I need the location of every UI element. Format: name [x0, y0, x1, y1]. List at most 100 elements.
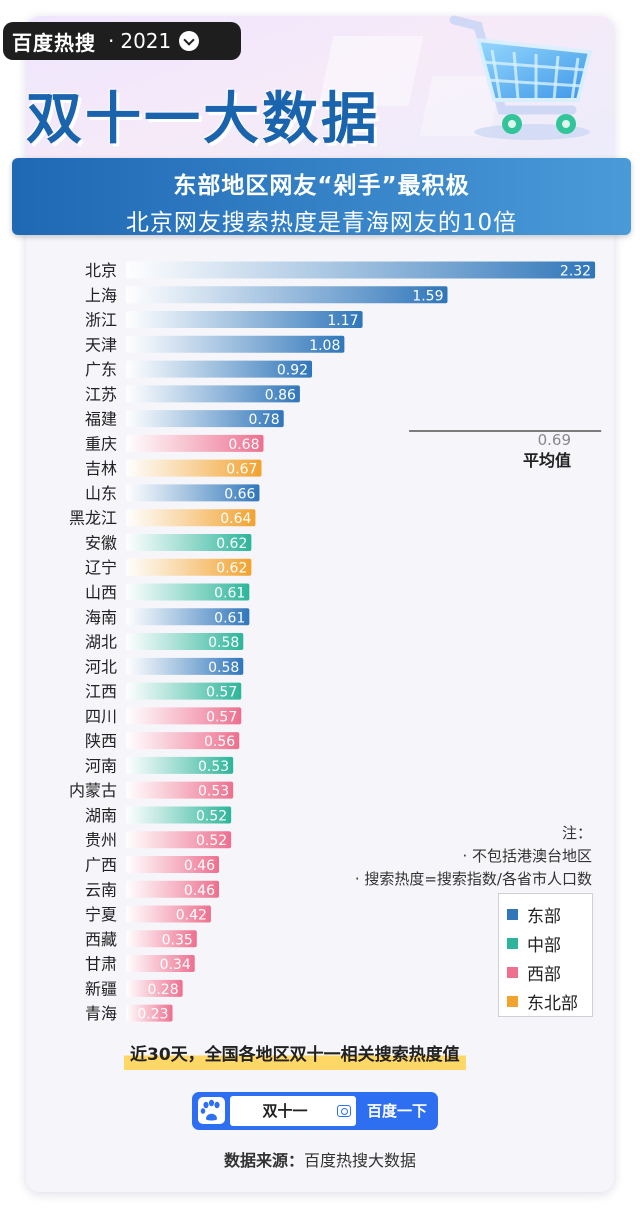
category-label: 广西 [85, 855, 117, 874]
bar [126, 756, 234, 774]
data-label: 0.46 [184, 858, 215, 874]
category-label: 福建 [85, 410, 117, 429]
legend-item-central: 中部 [507, 929, 592, 958]
category-label: 宁夏 [85, 905, 117, 924]
bar [126, 385, 300, 403]
legend-item-northeast: 东北部 [507, 987, 592, 1016]
bar [126, 311, 363, 329]
headline-sub: 北京网友搜索热度是青海网友的10倍 [125, 210, 518, 236]
data-label: 0.64 [220, 511, 251, 527]
category-label: 云南 [85, 880, 117, 899]
note-line: · 搜索热度=搜索指数/各省市人口数 [354, 870, 592, 888]
category-label: 辽宁 [85, 558, 117, 577]
data-label: 0.58 [208, 660, 239, 676]
bar [126, 459, 262, 477]
category-label: 河南 [85, 756, 117, 775]
headline-main: 东部地区网友“剁手”最积极 [173, 173, 470, 199]
data-label: 0.53 [198, 759, 229, 775]
data-label: 0.46 [184, 883, 215, 899]
category-label: 山东 [85, 484, 117, 503]
data-label: 0.53 [198, 784, 229, 800]
data-label: 1.08 [309, 338, 340, 354]
category-label: 重庆 [85, 434, 117, 453]
average-value: 0.69 [538, 431, 571, 449]
data-label: 0.66 [224, 486, 255, 502]
legend-item-east: 东部 [507, 900, 592, 929]
data-source: 数据来源：百度热搜大数据 [0, 1147, 640, 1171]
chevron-down-icon [179, 31, 200, 51]
shopping-cart-icon [449, 15, 593, 140]
baidu-paw-icon [198, 1097, 225, 1124]
category-label: 贵州 [85, 831, 117, 850]
legend-label: 东北部 [527, 994, 578, 1014]
bar [126, 509, 256, 527]
search-button[interactable]: 百度一下 [366, 1102, 427, 1120]
data-label: 0.57 [206, 709, 237, 725]
data-label: 0.57 [206, 685, 237, 701]
category-label: 青海 [85, 1004, 117, 1023]
category-label: 甘肃 [85, 955, 117, 974]
category-label: 湖南 [85, 806, 117, 825]
brand-badge: 百度热搜 · 2021 [3, 22, 241, 60]
page-title: 双十一大数据 [26, 87, 380, 152]
bar [126, 806, 232, 824]
year-label: 2021 [120, 29, 172, 53]
data-label: 0.34 [160, 957, 191, 973]
category-label: 四川 [85, 707, 117, 726]
category-label: 陕西 [85, 732, 117, 751]
note-title: 注： [561, 824, 592, 842]
data-label: 0.62 [216, 536, 247, 552]
category-label: 天津 [85, 335, 117, 354]
category-label: 河北 [85, 657, 117, 676]
legend-swatch [507, 967, 518, 978]
category-label: 广东 [85, 360, 117, 379]
average-label: 平均值 [523, 451, 571, 470]
data-label: 2.32 [560, 264, 591, 280]
data-label: 1.17 [327, 313, 358, 329]
legend-label: 中部 [527, 936, 561, 956]
bar [126, 335, 345, 353]
data-label: 0.78 [249, 412, 280, 428]
data-label: 0.61 [214, 610, 245, 626]
legend-swatch [507, 996, 518, 1007]
bar [126, 633, 244, 651]
legend-swatch [507, 938, 518, 949]
source-value: 百度热搜大数据 [304, 1151, 417, 1170]
data-label: 0.86 [265, 387, 296, 403]
bar [126, 558, 252, 576]
data-label: 0.68 [228, 437, 259, 453]
bar [126, 855, 220, 873]
chart-title: 近30天，全国各地区双十一相关搜索热度值 [124, 1040, 466, 1070]
category-label: 新疆 [85, 979, 117, 998]
bar [126, 831, 232, 849]
bar [126, 732, 240, 750]
category-label: 安徽 [85, 533, 117, 552]
data-label: 0.52 [196, 833, 227, 849]
search-input[interactable]: 双十一 [230, 1096, 356, 1126]
category-label: 北京 [85, 261, 117, 280]
legend-label: 西部 [527, 965, 561, 985]
bar [126, 1004, 173, 1022]
data-label: 0.67 [226, 462, 257, 478]
bar [126, 434, 264, 452]
bar [126, 682, 242, 700]
bar [126, 533, 252, 551]
bar [126, 360, 313, 378]
separator: · [108, 29, 115, 53]
brand-name: 百度热搜 [12, 30, 96, 55]
search-bar[interactable]: 双十一 百度一下 [192, 1092, 438, 1130]
category-label: 西藏 [85, 930, 117, 949]
category-label: 黑龙江 [69, 509, 117, 528]
camera-icon[interactable] [337, 1105, 351, 1117]
bar [126, 608, 250, 626]
category-label: 浙江 [85, 311, 117, 330]
bar [126, 410, 284, 428]
legend-item-west: 西部 [507, 958, 592, 987]
bar [126, 979, 183, 997]
bar [126, 286, 448, 304]
legend-label: 东部 [527, 907, 561, 927]
search-query: 双十一 [262, 1102, 308, 1120]
bar [126, 484, 260, 502]
data-label: 0.61 [214, 586, 245, 602]
